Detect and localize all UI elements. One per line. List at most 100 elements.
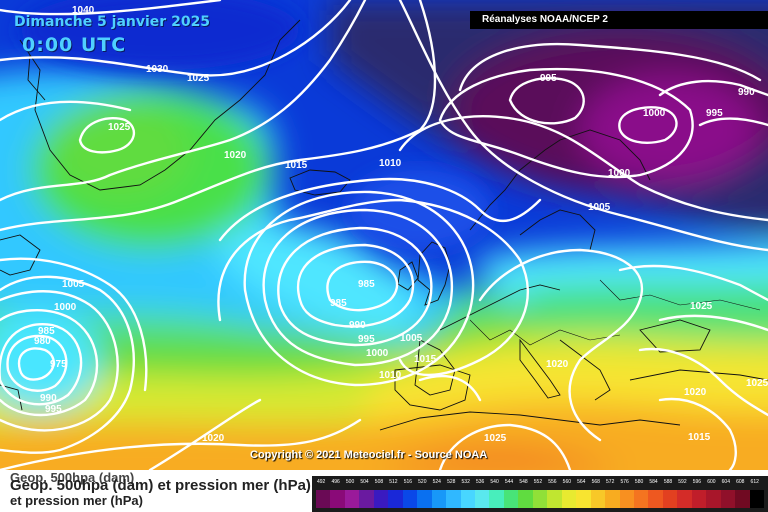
color-scale-label: 592 — [678, 479, 687, 485]
color-scale-swatch — [503, 490, 519, 508]
color-scale-label: 512 — [389, 479, 398, 485]
color-scale-label: 552 — [533, 479, 543, 485]
color-scale-label: 564 — [577, 479, 586, 485]
isobar-label: 1015 — [414, 354, 437, 365]
color-scale-swatch — [648, 490, 663, 508]
isobar-label: 1000 — [608, 168, 631, 179]
color-scale-swatch — [344, 490, 360, 508]
isobar-label: 1025 — [108, 122, 131, 133]
isobar-label: 1025 — [484, 433, 507, 444]
isobar-label: 1000 — [643, 108, 666, 119]
isobar-label: 1015 — [285, 160, 308, 171]
color-scale-label: 500 — [345, 479, 355, 485]
color-scale-swatch — [576, 490, 591, 508]
isobar-label: 1010 — [379, 158, 402, 169]
color-scale-swatch — [532, 490, 548, 508]
color-scale-swatch — [720, 490, 736, 508]
isobar-label: 1000 — [54, 302, 77, 313]
color-scale-swatch — [590, 490, 606, 508]
isobar-label: 1025 — [690, 301, 713, 312]
isobar-labels: 1040 1030 1025 1025 1020 1015 1010 995 9… — [34, 5, 768, 444]
color-scale-swatch — [518, 490, 533, 508]
color-scale-label: 544 — [504, 479, 514, 485]
color-scale-label: 528 — [447, 479, 456, 485]
isobar-label: 1040 — [72, 5, 95, 16]
isobar-label: 990 — [349, 320, 366, 331]
pressure-map: 1040 1030 1025 1025 1020 1015 1010 995 9… — [0, 0, 768, 470]
color-scale-swatch — [619, 490, 634, 508]
color-scale-label: 492 — [317, 479, 326, 485]
color-scale-label: 536 — [475, 479, 485, 485]
color-scale-swatch — [691, 490, 707, 508]
isobar-label: 990 — [40, 393, 57, 404]
color-scale-swatch — [330, 490, 345, 508]
color-scale-swatch — [474, 490, 490, 508]
isobar-label: 1020 — [546, 359, 569, 370]
isobar-label: 995 — [45, 404, 62, 415]
isobar-label: 1025 — [746, 378, 768, 389]
isobar-label: 1010 — [379, 370, 402, 381]
isobar-label: 1030 — [146, 64, 169, 75]
isobar-label: 995 — [540, 73, 557, 84]
color-scale-label: 596 — [692, 479, 702, 485]
isobar-label: 1005 — [588, 202, 611, 213]
color-scale-label: 508 — [374, 479, 384, 485]
color-scale-swatch — [561, 490, 577, 508]
coastlines — [0, 19, 768, 431]
isobar-label: 980 — [34, 336, 51, 347]
color-scale-label: 608 — [736, 479, 745, 485]
isobar-label: 1020 — [224, 150, 247, 161]
color-scale-label: 504 — [360, 479, 369, 485]
color-scale-label: 604 — [721, 479, 730, 485]
color-scale-swatch — [446, 490, 461, 508]
color-scale-swatch — [388, 490, 403, 508]
color-scale-swatch — [373, 490, 389, 508]
color-scale-label: 556 — [548, 479, 557, 485]
color-scale-bar — [316, 490, 765, 508]
copyright-notice: Copyright © 2021 Meteociel.fr - Source N… — [250, 449, 488, 461]
color-scale-swatch — [359, 490, 374, 508]
color-scale-label: 572 — [606, 479, 615, 485]
isobars — [0, 0, 768, 470]
isobar-label: 975 — [50, 359, 67, 370]
color-scale-swatch — [735, 490, 750, 508]
isobar-label: 1015 — [688, 432, 711, 443]
isobar-label: 1020 — [202, 433, 225, 444]
color-scale-label: 516 — [403, 479, 413, 485]
legend-title-ghost: Geop. 500hpa (dam) — [10, 470, 135, 485]
color-scale: 492 496 500 504 508 512 516 520 524 528 532 536 540 5… — [312, 476, 768, 512]
isobar-label: 1020 — [684, 387, 707, 398]
color-scale-swatch — [706, 490, 721, 508]
color-scale-swatch — [402, 490, 418, 508]
color-scale-label: 612 — [750, 479, 759, 485]
color-scale-label: 524 — [432, 479, 441, 485]
color-scale-label: 600 — [707, 479, 716, 485]
color-scale-swatch — [431, 490, 447, 508]
color-scale-swatch — [677, 490, 692, 508]
color-scale-label: 540 — [490, 479, 499, 485]
isobar-label: 985 — [358, 279, 375, 290]
color-scale-swatch — [749, 490, 765, 508]
color-scale-swatch — [460, 490, 475, 508]
color-scale-labels: 492 496 500 504 508 512 516 520 524 528 532 536 540 5… — [312, 479, 768, 489]
legend-subtitle: et pression mer (hPa) — [10, 493, 143, 508]
color-scale-swatch — [662, 490, 678, 508]
isobar-label: 1000 — [366, 348, 389, 359]
color-scale-label: 580 — [634, 479, 644, 485]
isobar-label: 985 — [330, 298, 347, 309]
color-scale-label: 588 — [663, 479, 673, 485]
color-scale-label: 576 — [620, 479, 629, 485]
source-banner: Réanalyses NOAA/NCEP 2 — [470, 11, 768, 29]
color-scale-label: 584 — [649, 479, 658, 485]
time-title: 0:00 UTC — [22, 34, 127, 56]
color-scale-label: 496 — [331, 479, 340, 485]
date-title: Dimanche 5 janvier 2025 — [14, 14, 211, 30]
isobar-label: 990 — [738, 87, 755, 98]
color-scale-label: 532 — [461, 479, 470, 485]
color-scale-swatch — [633, 490, 649, 508]
color-scale-swatch — [605, 490, 620, 508]
color-scale-label: 560 — [562, 479, 572, 485]
isobar-label: 995 — [358, 334, 375, 345]
color-scale-label: 548 — [519, 479, 528, 485]
